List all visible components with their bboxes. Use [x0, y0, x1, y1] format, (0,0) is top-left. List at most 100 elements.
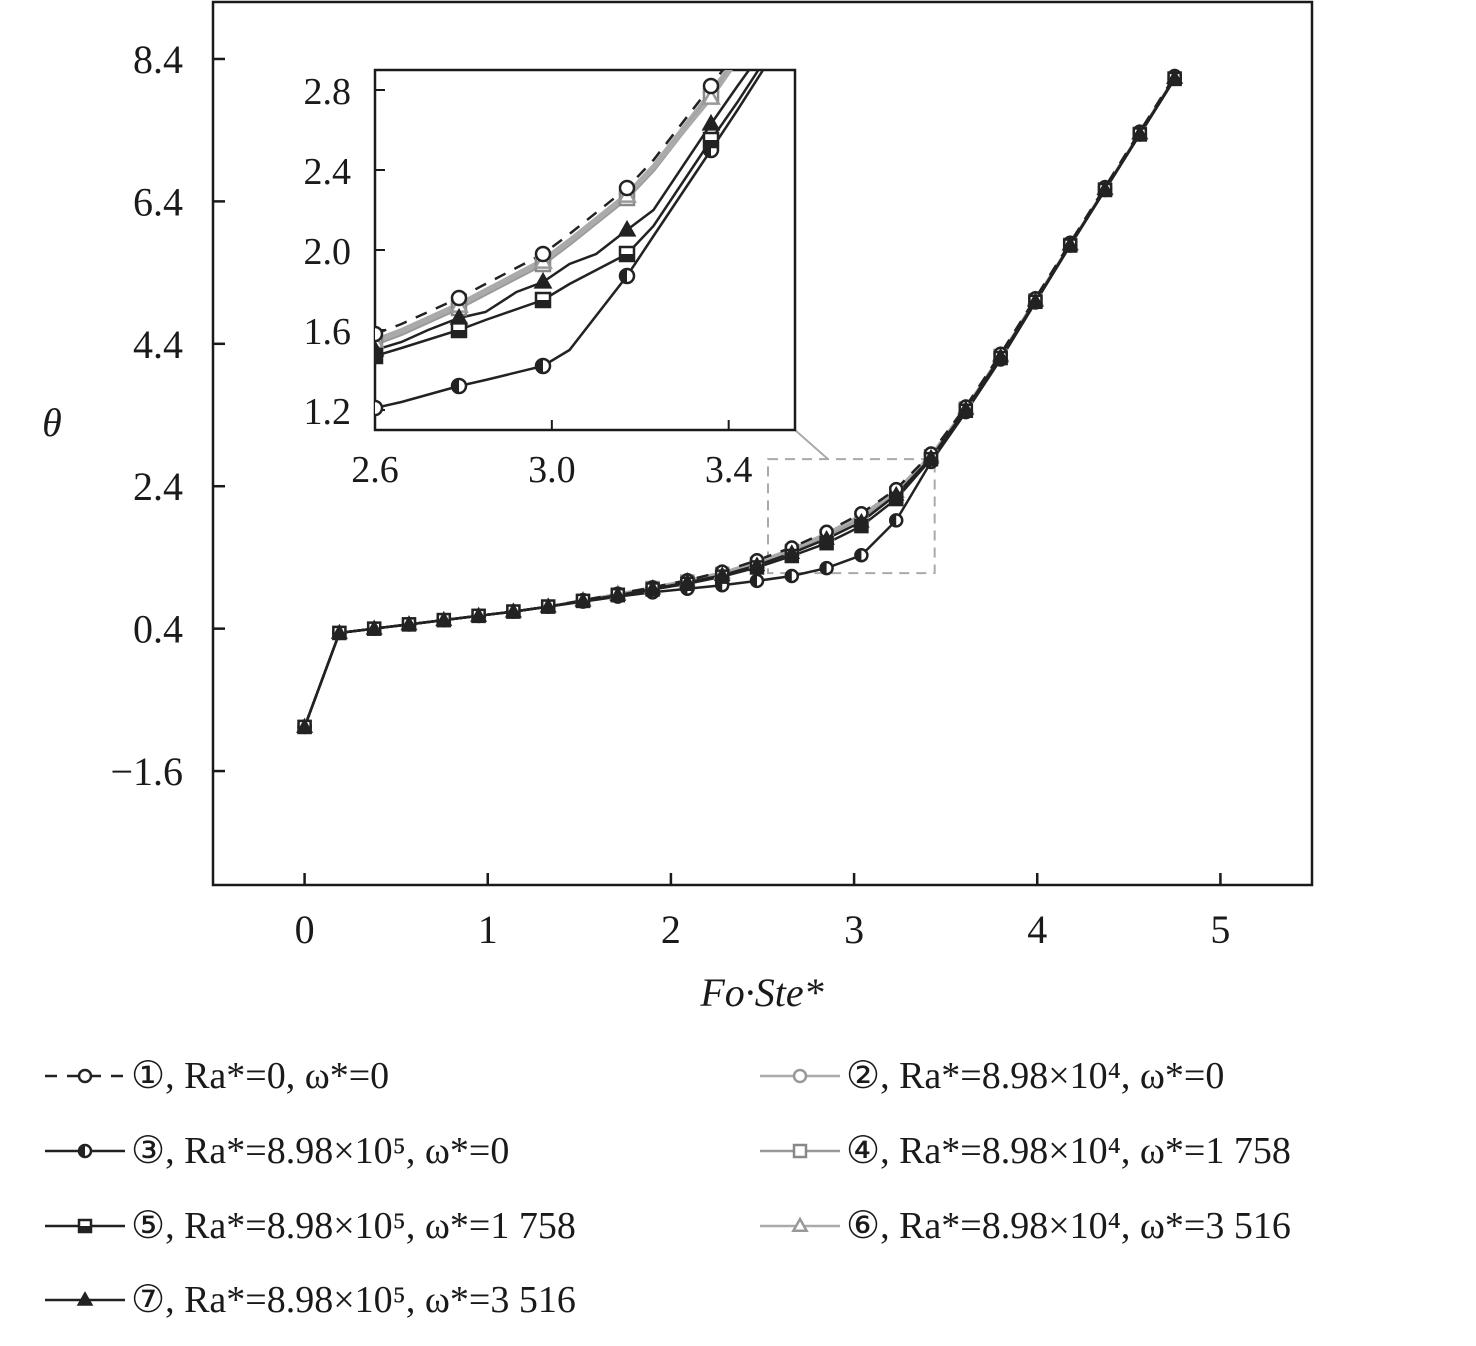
inset-data-point	[702, 77, 720, 95]
y-axis-label: θ	[42, 400, 62, 445]
zoom-region-box	[766, 458, 936, 575]
data-point	[713, 566, 731, 582]
data-point	[505, 602, 522, 618]
x-tick-label: 1	[478, 907, 498, 952]
legend-item-3: ③, Ra*=8.98×10⁵, ω*=0	[45, 1130, 509, 1172]
data-point	[1096, 180, 1114, 196]
data-point	[1166, 69, 1183, 84]
inset-data-point	[702, 131, 720, 149]
data-point	[922, 448, 940, 464]
inset-series-line-1	[375, 70, 725, 336]
inset-data-point	[534, 357, 552, 375]
legend-marker-swatch	[76, 1291, 94, 1306]
inset-data-point	[375, 339, 385, 357]
data-point	[992, 347, 1009, 363]
inset-data-point	[701, 113, 721, 131]
data-point	[1061, 235, 1079, 251]
data-point	[957, 400, 975, 416]
inset-series-markers-1	[375, 77, 720, 343]
legend-label: ⑦, Ra*=8.98×10⁵, ω*=3 516	[131, 1279, 576, 1321]
main-plot: 0 1 2 3 4 5 −1.6 0.4 2.4 4.4 6.4 8.4	[110, 0, 1314, 952]
data-point	[574, 591, 592, 607]
inset-data-point	[701, 87, 721, 105]
legend-label: ④, Ra*=8.98×10⁴, ω*=1 758	[846, 1130, 1291, 1172]
inset-y-tick-label: 1.2	[304, 391, 352, 433]
legend-marker-swatch	[791, 1216, 809, 1233]
x-axis-label: Fo·Ste*	[699, 970, 823, 1015]
inset-series-line-3	[375, 70, 765, 410]
inset-y-tick-label: 2.0	[304, 231, 352, 273]
legend-item-2: ②, Ra*=8.98×10⁴, ω*=0	[760, 1055, 1224, 1097]
x-tick-label: 2	[661, 907, 681, 952]
x-tick-label: 5	[1210, 907, 1230, 952]
data-point	[854, 548, 869, 563]
zoom-connector	[794, 429, 829, 460]
inset-data-point	[375, 399, 384, 417]
legend-label: ⑥, Ra*=8.98×10⁴, ω*=3 516	[846, 1205, 1291, 1247]
data-point	[818, 529, 835, 545]
inset-series-line-6	[375, 70, 733, 344]
data-point	[435, 611, 453, 626]
y-tick-label: 8.4	[133, 37, 183, 82]
inset-data-point	[617, 219, 637, 237]
data-point	[888, 513, 904, 528]
legend-label: ②, Ra*=8.98×10⁴, ω*=0	[846, 1055, 1224, 1097]
inset-data-point	[534, 245, 552, 263]
y-tick-label: −1.6	[110, 749, 183, 794]
inset-data-point	[375, 325, 384, 343]
data-point	[784, 568, 800, 584]
y-tick-label: 0.4	[133, 607, 183, 652]
data-point	[331, 623, 348, 639]
legend-item-5: ⑤, Ra*=8.98×10⁵, ω*=1 758	[45, 1205, 576, 1247]
inset-y-tick-label: 2.8	[304, 71, 352, 113]
legend: ①, Ra*=0, ω*=0 ②, Ra*=8.98×10⁴, ω*=0 ③, Ra…	[45, 1055, 1291, 1321]
inset-series-line-7	[375, 70, 751, 352]
data-point	[609, 586, 627, 601]
inset-series-line-5	[375, 70, 760, 358]
data-point	[1131, 124, 1149, 140]
inset-data-point	[618, 245, 636, 263]
data-point	[749, 573, 765, 589]
y-tick-label: 6.4	[133, 179, 183, 224]
x-tick-label: 4	[1027, 907, 1047, 952]
legend-marker-swatch	[792, 1068, 808, 1084]
inset-data-point	[618, 267, 636, 285]
y-tick-label: 2.4	[133, 464, 183, 509]
data-point	[783, 544, 801, 559]
data-point	[400, 615, 418, 631]
inset-x-tick-label: 3.0	[528, 449, 576, 491]
x-tick-label: 3	[844, 907, 864, 952]
legend-label: ③, Ra*=8.98×10⁵, ω*=0	[131, 1130, 509, 1172]
inset-data-point	[534, 291, 552, 309]
inset-y-tick-label: 1.6	[304, 311, 352, 353]
legend-marker-swatch	[792, 1143, 808, 1159]
data-point	[1027, 292, 1044, 307]
series-markers-7	[296, 69, 1183, 733]
inset-data-point	[450, 289, 468, 307]
inset-x-tick-label: 2.6	[351, 449, 399, 491]
data-point	[539, 597, 557, 613]
legend-marker-swatch	[77, 1143, 93, 1159]
inset-series-markers-7	[375, 113, 721, 357]
legend-item-7: ⑦, Ra*=8.98×10⁵, ω*=3 516	[45, 1279, 576, 1321]
data-point	[679, 573, 696, 589]
inset-series	[375, 70, 765, 417]
inset-plot: 2.6 3.0 3.4 1.2 1.6 2.0 2.4 2.8	[304, 68, 797, 491]
data-point	[819, 560, 834, 576]
legend-label: ⑤, Ra*=8.98×10⁵, ω*=1 758	[131, 1205, 576, 1247]
legend-marker-swatch	[77, 1068, 93, 1084]
inset-y-tick-label: 2.4	[304, 151, 352, 193]
data-point	[644, 579, 661, 595]
inset-data-point	[618, 179, 636, 197]
data-point	[365, 619, 383, 635]
x-tick-label: 0	[295, 907, 315, 952]
legend-item-4: ④, Ra*=8.98×10⁴, ω*=1 758	[760, 1130, 1291, 1172]
legend-marker-swatch	[77, 1218, 93, 1234]
legend-item-1: ①, Ra*=0, ω*=0	[45, 1055, 389, 1097]
inset-data-point	[449, 307, 469, 325]
data-point	[853, 512, 870, 528]
y-tick-label: 4.4	[133, 322, 183, 367]
data-point	[470, 606, 487, 622]
data-point	[887, 485, 905, 501]
